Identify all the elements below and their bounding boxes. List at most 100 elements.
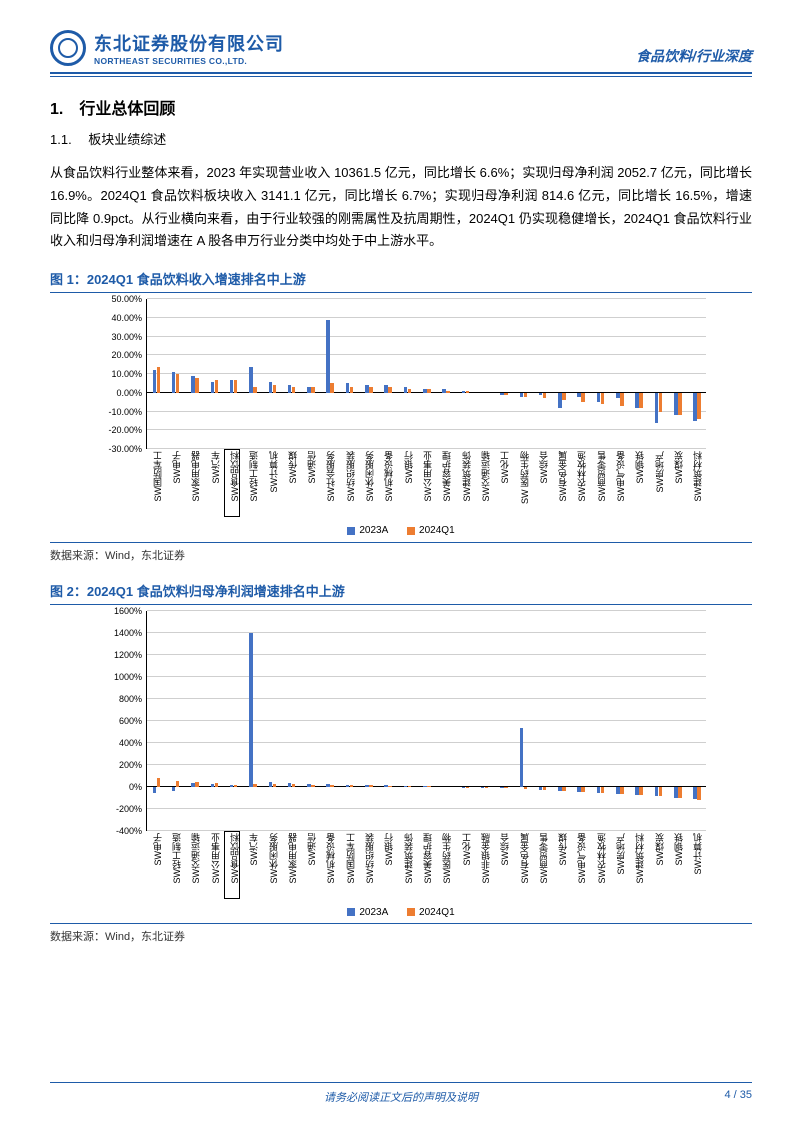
gridline	[147, 336, 706, 337]
gridline	[147, 720, 706, 721]
gridline	[147, 373, 706, 374]
highlight-box	[224, 449, 240, 517]
chart2-legend: 2023A 2024Q1	[91, 907, 711, 920]
bar	[446, 391, 450, 393]
footer-row: 请务必阅读正文后的声明及说明 4 / 35	[50, 1089, 752, 1105]
bar	[369, 785, 373, 786]
bar	[639, 787, 643, 796]
chart1-legend-a: 2023A	[347, 525, 388, 536]
bar	[157, 778, 161, 787]
x-label: SW煤炭	[653, 833, 666, 866]
bar	[620, 787, 624, 795]
x-label: SW有色金属	[556, 451, 569, 502]
bar	[423, 389, 427, 393]
chart2-title-rule	[50, 604, 752, 605]
gridline	[147, 298, 706, 299]
bar	[292, 784, 296, 786]
bar	[330, 383, 334, 392]
x-label: SW 医药生物	[518, 451, 531, 504]
page-header: 东北证券股份有限公司 NORTHEAST SECURITIES CO.,LTD.…	[50, 30, 752, 66]
bar	[558, 393, 562, 408]
x-label: SW建筑材料	[633, 833, 646, 884]
header-rule-thin	[50, 76, 752, 77]
bar	[195, 378, 199, 393]
x-label: SW商贸零售	[595, 451, 608, 502]
x-label: SW汽车	[209, 451, 222, 484]
bar	[504, 787, 508, 789]
x-label: SW电气设备	[614, 451, 627, 502]
x-label: SW传媒	[556, 833, 569, 866]
bar	[674, 787, 678, 798]
chart1-source-rule	[50, 542, 752, 543]
bar	[466, 787, 470, 788]
x-label: SW轻工制造	[170, 833, 183, 884]
bar	[350, 785, 354, 786]
x-label: SW钢铁	[633, 451, 646, 484]
bar	[693, 393, 697, 421]
bar	[581, 393, 585, 402]
bar	[597, 787, 601, 794]
legend-label-b: 2024Q1	[419, 525, 455, 536]
bar	[601, 393, 605, 404]
highlight-box	[224, 831, 240, 899]
bar	[520, 728, 524, 786]
bar	[211, 784, 215, 786]
bar	[388, 786, 392, 787]
y-tick-label: 10.00%	[92, 369, 142, 379]
section-heading-1: 1. 行业总体回顾	[50, 95, 752, 119]
chart2-legend-b: 2024Q1	[407, 907, 455, 918]
x-label: SW通信	[305, 451, 318, 484]
x-label: SW休闲服务	[267, 833, 280, 884]
bar	[581, 787, 585, 793]
x-label: SW社会服务	[324, 451, 337, 502]
legend-label-a: 2023A	[359, 907, 388, 918]
bar	[466, 391, 470, 393]
chart2-container: -400%-200%0%200%400%600%800%1000%1200%14…	[50, 611, 752, 920]
gridline	[147, 698, 706, 699]
bar	[230, 785, 234, 787]
x-label: SW钢铁	[672, 833, 685, 866]
logo-area: 东北证券股份有限公司 NORTHEAST SECURITIES CO.,LTD.	[50, 30, 284, 66]
bar	[408, 786, 412, 787]
x-label: SW交通运输	[189, 833, 202, 884]
y-tick-label: 50.00%	[92, 294, 142, 304]
legend-label-b: 2024Q1	[419, 907, 455, 918]
y-tick-label: 30.00%	[92, 332, 142, 342]
y-tick-label: -200%	[92, 804, 142, 814]
bar	[153, 370, 157, 393]
header-category: 食品饮料/行业深度	[636, 46, 752, 66]
bar	[481, 787, 485, 788]
gridline	[147, 632, 706, 633]
bar	[655, 393, 659, 423]
bar	[384, 385, 388, 393]
y-tick-label: 1600%	[92, 606, 142, 616]
x-label: SW美容护理	[421, 833, 434, 884]
bar	[655, 787, 659, 797]
chart2-xlabels: SW电子SW轻工制造SW交通运输SW公用事业SW食品饮料SW汽车SW休闲服务SW…	[146, 831, 706, 905]
x-label: SW房地产	[614, 833, 627, 875]
bar	[539, 787, 543, 790]
bar	[234, 785, 238, 787]
bar	[404, 786, 408, 787]
bar	[326, 320, 330, 393]
logo-icon	[50, 30, 86, 66]
bar	[307, 784, 311, 787]
chart1-plot: -30.00%-20.00%-10.00%0.00%10.00%20.00%30…	[146, 299, 706, 449]
bar	[524, 787, 528, 789]
x-label: SW煤炭	[672, 451, 685, 484]
x-label: SW建筑装饰	[402, 833, 415, 884]
x-label: SW休闲服务	[363, 451, 376, 502]
x-label: SW农林牧渔	[575, 451, 588, 502]
bar	[601, 787, 605, 794]
bar	[678, 393, 682, 416]
gridline	[147, 676, 706, 677]
bar	[442, 389, 446, 393]
chart2-source: 数据来源：Wind，东北证券	[50, 928, 752, 944]
x-label: SW化工	[460, 833, 473, 866]
bar	[195, 782, 199, 786]
body-paragraph: 从食品饮料行业整体来看，2023 年实现营业收入 10361.5 亿元，同比增长…	[50, 162, 752, 253]
y-tick-label: 1000%	[92, 672, 142, 682]
x-label: SW轻工制造	[247, 451, 260, 502]
bar	[577, 787, 581, 793]
x-label: SW纺织服装	[344, 451, 357, 502]
